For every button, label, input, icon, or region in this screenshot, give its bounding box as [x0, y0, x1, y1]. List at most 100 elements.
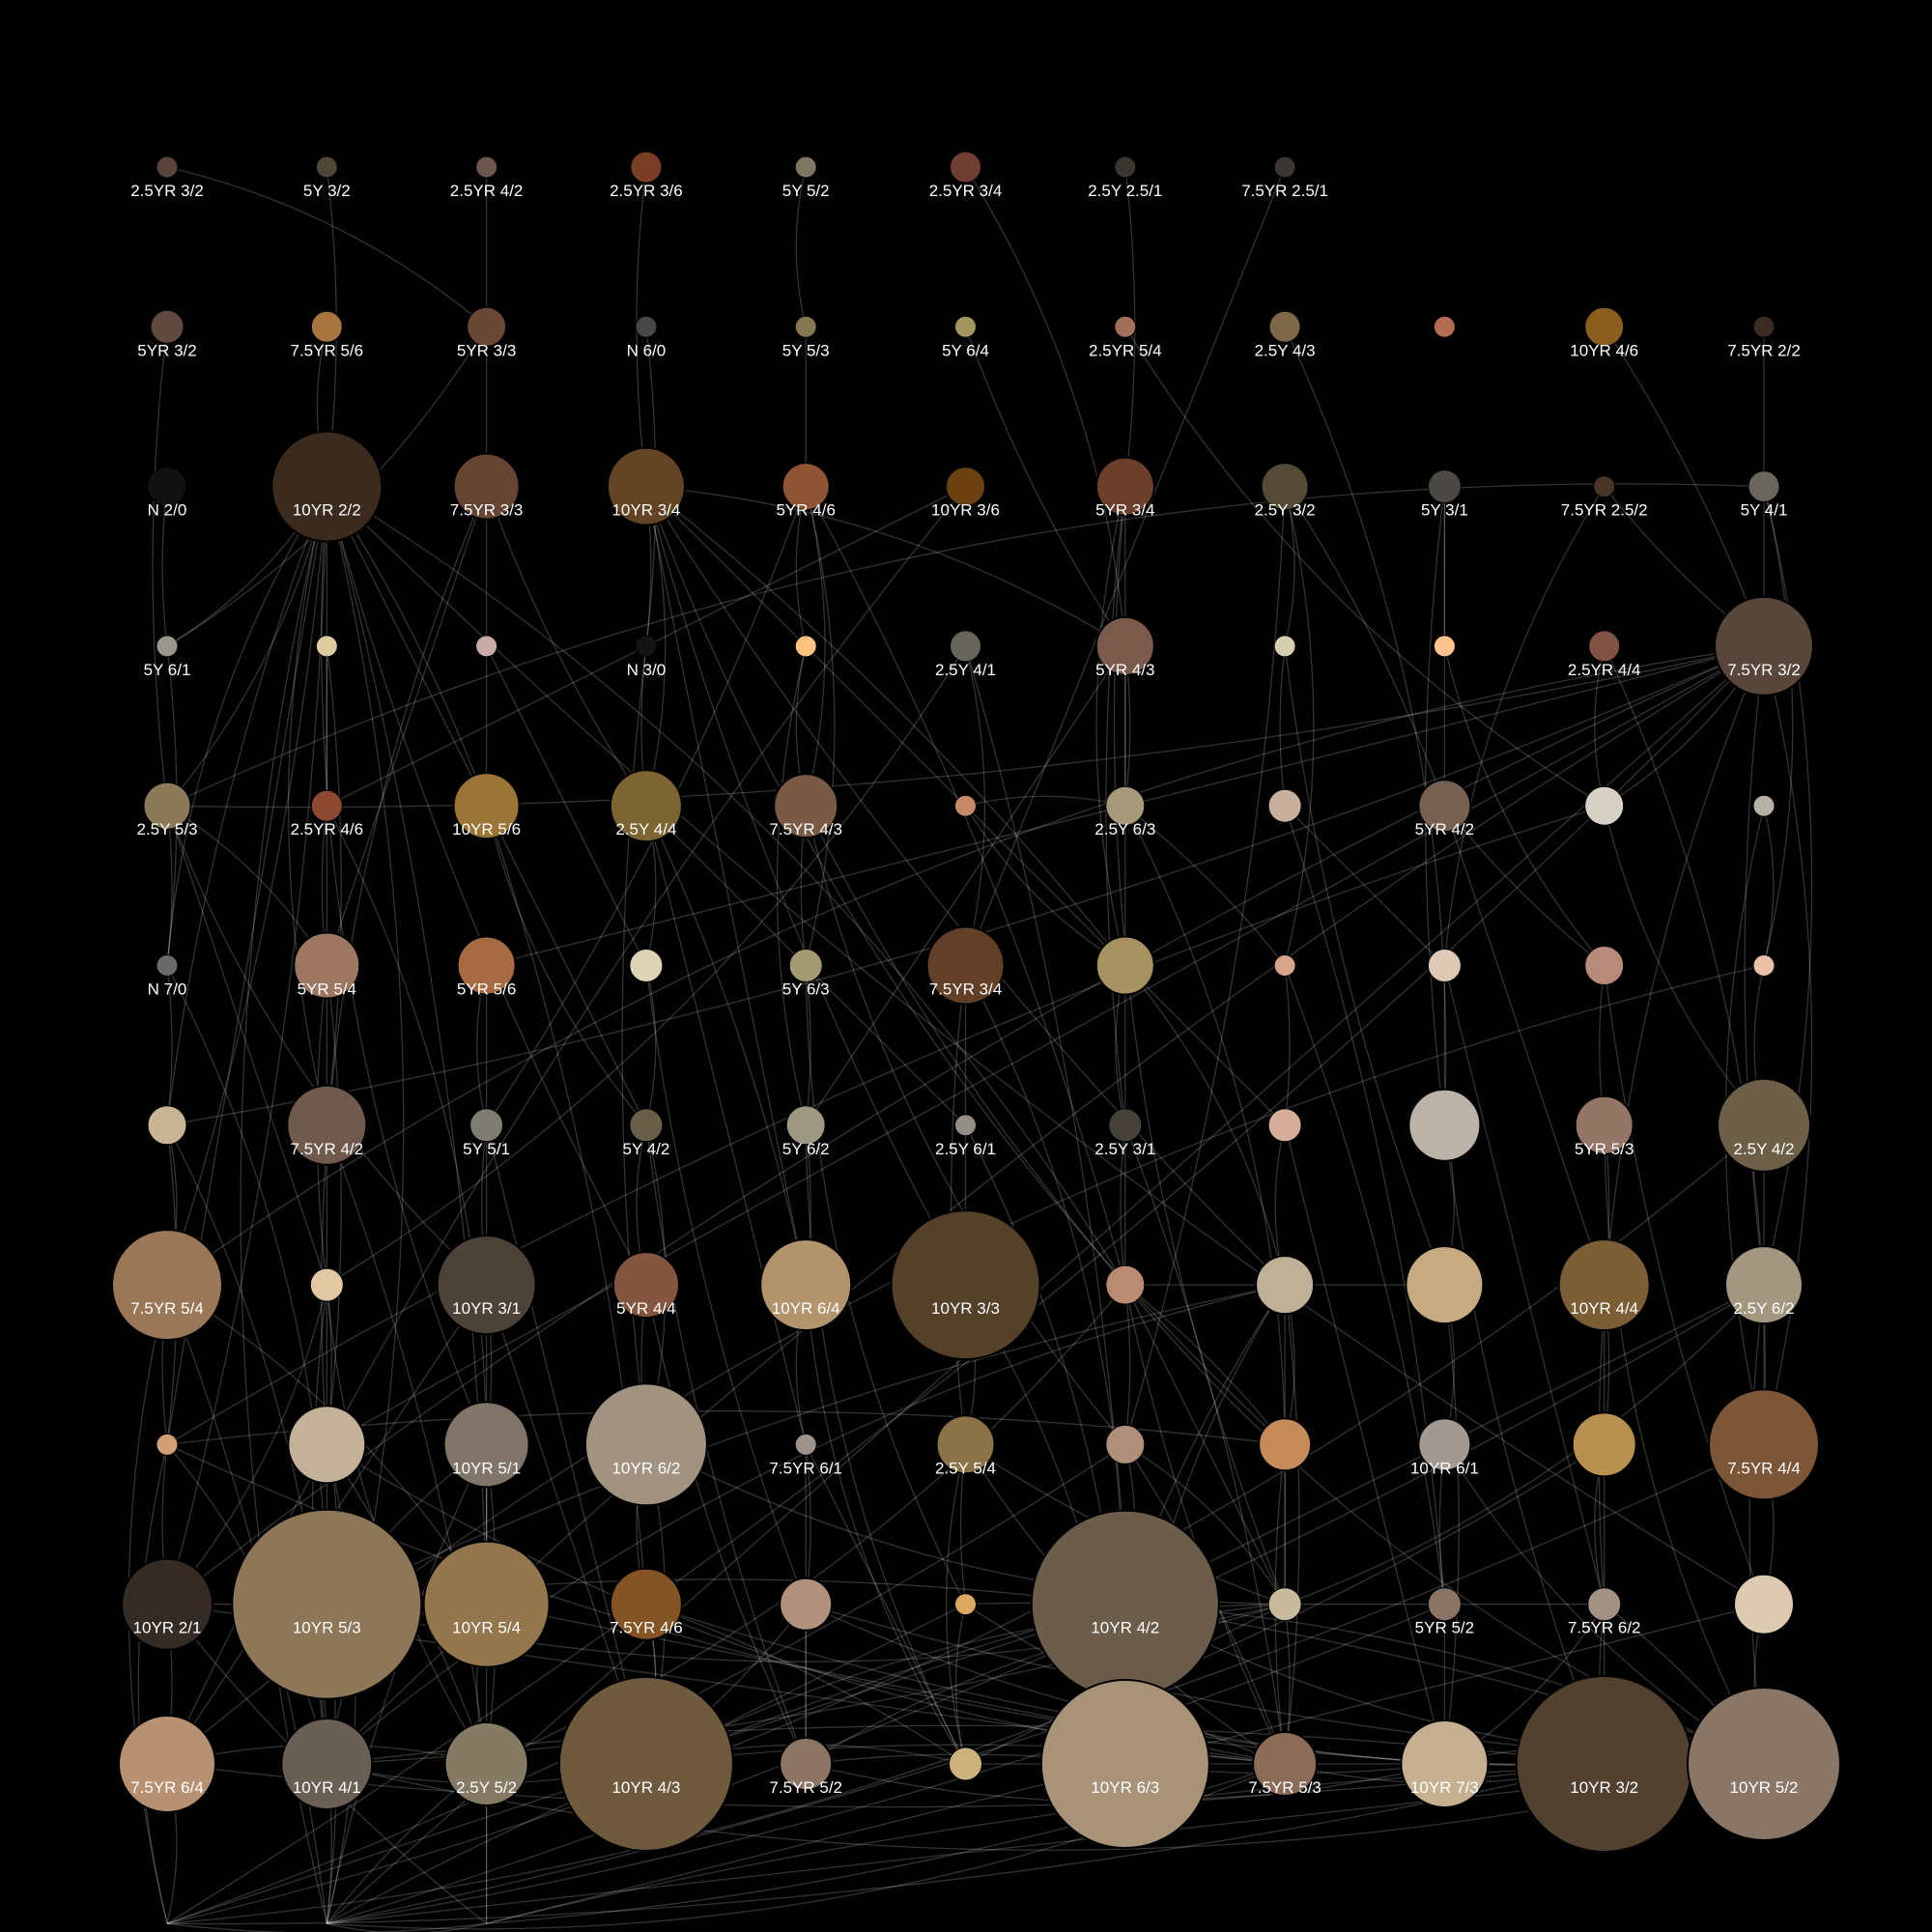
color-node[interactable]	[1433, 635, 1456, 658]
node-circle[interactable]	[1571, 1411, 1637, 1478]
color-node[interactable]	[1433, 315, 1456, 338]
color-node[interactable]	[1733, 1573, 1795, 1635]
node-circle[interactable]	[452, 452, 521, 521]
color-node[interactable]: 2.5Y 4/1	[935, 630, 996, 679]
color-node[interactable]	[1258, 1417, 1313, 1472]
color-node[interactable]: 10YR 5/2	[1687, 1687, 1841, 1841]
color-node[interactable]: 7.5YR 4/6	[609, 1567, 683, 1641]
color-node[interactable]: 10YR 5/3	[231, 1508, 423, 1700]
node-circle[interactable]	[630, 151, 663, 184]
color-node[interactable]: 10YR 2/1	[121, 1557, 213, 1651]
node-circle[interactable]	[1427, 949, 1462, 982]
node-circle[interactable]	[794, 635, 817, 658]
color-node[interactable]: 5YR 4/4	[611, 1251, 680, 1320]
color-node[interactable]: 5YR 5/2	[1415, 1587, 1474, 1637]
color-node[interactable]: 7.5YR 6/4	[118, 1715, 216, 1813]
node-circle[interactable]	[1108, 1108, 1143, 1143]
node-circle[interactable]	[954, 794, 977, 817]
color-node[interactable]: 7.5YR 2.5/1	[1241, 156, 1328, 200]
node-circle[interactable]	[475, 156, 498, 179]
color-node[interactable]: 2.5Y 3/2	[1255, 463, 1316, 520]
color-node[interactable]	[949, 1747, 982, 1781]
color-node[interactable]: 10YR 3/3	[890, 1209, 1041, 1361]
color-node[interactable]: 7.5YR 2/2	[1727, 315, 1801, 359]
color-node[interactable]	[1407, 1088, 1482, 1162]
color-node[interactable]: 7.5YR 3/4	[925, 925, 1006, 1006]
color-node[interactable]: 5YR 3/3	[457, 306, 516, 359]
color-node[interactable]: 7.5YR 5/3	[1248, 1731, 1321, 1797]
color-node[interactable]: 5YR 4/3	[1094, 615, 1155, 679]
node-circle[interactable]	[467, 306, 507, 347]
node-circle[interactable]	[1584, 785, 1625, 826]
color-node[interactable]: 5YR 3/4	[1094, 456, 1155, 520]
node-circle[interactable]	[156, 954, 179, 977]
node-circle[interactable]	[954, 315, 977, 338]
color-node[interactable]: 7.5YR 6/2	[1568, 1587, 1641, 1637]
node-circle[interactable]	[759, 1238, 853, 1332]
color-node[interactable]	[1571, 1411, 1637, 1478]
node-circle[interactable]	[1417, 1417, 1472, 1472]
color-node[interactable]: 5YR 3/2	[137, 309, 197, 359]
color-node[interactable]	[1105, 1264, 1146, 1305]
node-circle[interactable]	[315, 156, 338, 179]
color-node[interactable]: 2.5Y 4/3	[1255, 310, 1316, 359]
node-circle[interactable]	[1515, 1675, 1693, 1853]
node-circle[interactable]	[1030, 1509, 1220, 1699]
node-circle[interactable]	[635, 635, 658, 658]
node-circle[interactable]	[611, 1251, 680, 1320]
node-circle[interactable]	[1752, 315, 1776, 338]
color-node[interactable]: 5Y 5/3	[782, 315, 830, 359]
color-node[interactable]: 10YR 4/6	[1570, 306, 1638, 359]
node-circle[interactable]	[1267, 1108, 1302, 1143]
node-circle[interactable]	[1267, 1587, 1302, 1622]
node-circle[interactable]	[1105, 1264, 1146, 1305]
node-circle[interactable]	[779, 1577, 834, 1632]
node-circle[interactable]	[270, 430, 384, 543]
node-circle[interactable]	[293, 931, 361, 1000]
node-circle[interactable]	[309, 1267, 344, 1302]
node-circle[interactable]	[156, 1433, 179, 1456]
node-circle[interactable]	[452, 772, 521, 840]
color-node[interactable]: 10YR 3/6	[931, 467, 1000, 520]
color-node[interactable]: 2.5YR 3/2	[130, 156, 204, 200]
node-circle[interactable]	[946, 467, 985, 507]
node-circle[interactable]	[456, 935, 517, 996]
color-node[interactable]: 2.5Y 5/3	[136, 781, 198, 838]
node-circle[interactable]	[1433, 315, 1456, 338]
node-circle[interactable]	[1407, 1088, 1482, 1162]
color-node[interactable]: 2.5Y 6/1	[935, 1114, 996, 1158]
color-node[interactable]	[1255, 1255, 1316, 1316]
node-circle[interactable]	[1717, 1077, 1811, 1173]
color-node[interactable]: 5Y 3/1	[1421, 469, 1468, 520]
color-node[interactable]: 5Y 4/1	[1741, 470, 1788, 520]
node-circle[interactable]	[629, 1108, 664, 1143]
node-circle[interactable]	[950, 630, 981, 663]
node-circle[interactable]	[1094, 935, 1155, 996]
node-circle[interactable]	[609, 769, 683, 843]
color-node[interactable]: 10YR 4/1	[280, 1718, 374, 1810]
color-node[interactable]: 2.5Y 2.5/1	[1088, 156, 1162, 200]
node-circle[interactable]	[436, 1235, 537, 1336]
node-circle[interactable]	[1584, 306, 1625, 347]
color-node[interactable]: 10YR 5/1	[442, 1401, 530, 1489]
color-node[interactable]	[1752, 794, 1776, 817]
node-circle[interactable]	[1252, 1731, 1319, 1797]
node-circle[interactable]	[1708, 1388, 1820, 1501]
node-circle[interactable]	[785, 1105, 826, 1146]
color-node[interactable]: 7.5YR 5/6	[290, 310, 363, 359]
color-node[interactable]: 7.5YR 2.5/2	[1561, 475, 1648, 520]
color-node[interactable]	[1584, 946, 1625, 985]
color-node[interactable]: 5Y 4/2	[622, 1108, 669, 1158]
color-node[interactable]: 2.5YR 5/4	[1089, 315, 1162, 359]
color-node[interactable]	[1094, 935, 1155, 996]
node-circle[interactable]	[583, 1382, 708, 1507]
color-node[interactable]: N 6/0	[627, 315, 667, 359]
node-circle[interactable]	[147, 1105, 187, 1146]
node-circle[interactable]	[629, 949, 664, 982]
node-circle[interactable]	[1588, 630, 1621, 663]
color-node[interactable]: 10YR 4/3	[557, 1676, 734, 1852]
color-node[interactable]: 10YR 5/6	[452, 772, 521, 840]
color-node[interactable]: 10YR 5/4	[422, 1540, 551, 1668]
node-circle[interactable]	[773, 773, 839, 839]
color-node[interactable]	[954, 1593, 977, 1616]
